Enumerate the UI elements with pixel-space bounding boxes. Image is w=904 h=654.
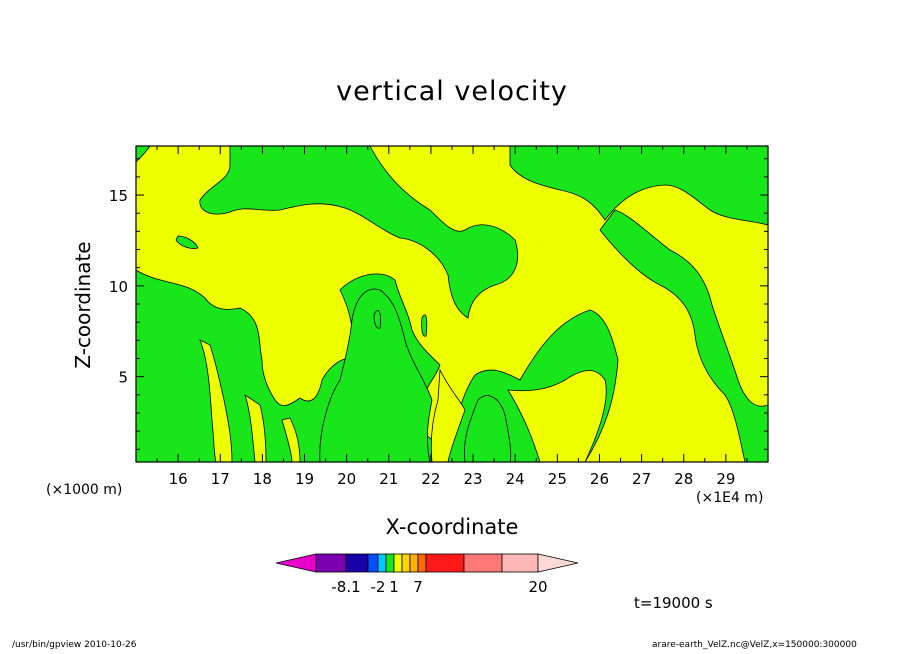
colorbar-label: 20: [528, 578, 547, 596]
x-axis-unit: (×1E4 m): [696, 490, 764, 506]
contour-region-center: [319, 288, 433, 463]
y-axis-unit: (×1000 m): [46, 482, 123, 498]
colorbar-box: [417, 553, 427, 573]
colorbar-arrow-right: [537, 553, 579, 573]
x-tick-label: 21: [379, 470, 398, 488]
colorbar-box: [463, 553, 503, 573]
colorbar-box: [367, 553, 379, 573]
colorbar-label: -8.1: [331, 578, 360, 596]
colorbar-box: [385, 553, 395, 573]
y-ticks: [136, 158, 768, 450]
contour-region-upper-middle: [199, 145, 519, 319]
x-tick-label: 20: [337, 470, 356, 488]
x-tick-label: 17: [211, 470, 230, 488]
colorbar-box: [409, 553, 419, 573]
contour-island-2: [373, 310, 381, 329]
x-tick-label: 29: [716, 470, 735, 488]
contour-region-lower-center: [463, 395, 512, 463]
colorbar-box: [377, 553, 387, 573]
chart-title: vertical velocity: [336, 76, 568, 107]
colorbar-label: -2: [371, 578, 386, 596]
x-tick-label: 23: [464, 470, 483, 488]
y-tick-label: 15: [109, 187, 128, 205]
y-axis-label: Z-coordinate: [71, 241, 95, 369]
colorbar-box: [393, 553, 403, 573]
x-ticks: [156, 146, 748, 462]
x-tick-label: 28: [674, 470, 693, 488]
x-axis-label: X-coordinate: [385, 515, 519, 539]
colorbar-labels: -8.1 -2 1 7 20: [331, 578, 547, 596]
contour-yellow-right-pocket: [507, 370, 607, 463]
colorbar: [275, 553, 579, 573]
x-tick-label: 18: [253, 470, 272, 488]
y-tick-labels: 5 10 15: [109, 187, 128, 387]
x-tick-label: 19: [295, 470, 314, 488]
footer-right: arare-earth_VelZ.nc@VelZ,x=150000:300000: [652, 640, 857, 650]
footer-left: /usr/bin/gpview 2010-10-26: [12, 640, 137, 650]
colorbar-box: [345, 553, 369, 573]
colorbar-label: 7: [413, 578, 423, 596]
x-tick-label: 26: [590, 470, 609, 488]
colorbar-box: [401, 553, 411, 573]
colorbar-box: [425, 553, 465, 573]
contour-regions: [135, 145, 769, 463]
contour-island-3: [421, 314, 428, 337]
time-label: t=19000 s: [634, 594, 713, 612]
colorbar-box: [501, 553, 539, 573]
colorbar-box: [315, 553, 347, 573]
x-tick-label: 25: [548, 470, 567, 488]
contour-region-upper-right: [509, 145, 769, 226]
y-tick-label: 10: [109, 278, 128, 296]
y-tick-label: 5: [118, 369, 128, 387]
x-tick-label: 22: [421, 470, 440, 488]
colorbar-arrow-left: [275, 553, 317, 573]
colorbar-label: 1: [389, 578, 399, 596]
contour-yellow-center-pocket: [430, 368, 466, 463]
x-tick-label: 16: [169, 470, 188, 488]
x-tick-labels: 16 17 18 19 20 21 22 23 24 25 26 27 28 29: [169, 470, 736, 488]
x-tick-label: 27: [632, 470, 651, 488]
x-tick-label: 24: [506, 470, 525, 488]
contour-island-1: [175, 235, 199, 249]
